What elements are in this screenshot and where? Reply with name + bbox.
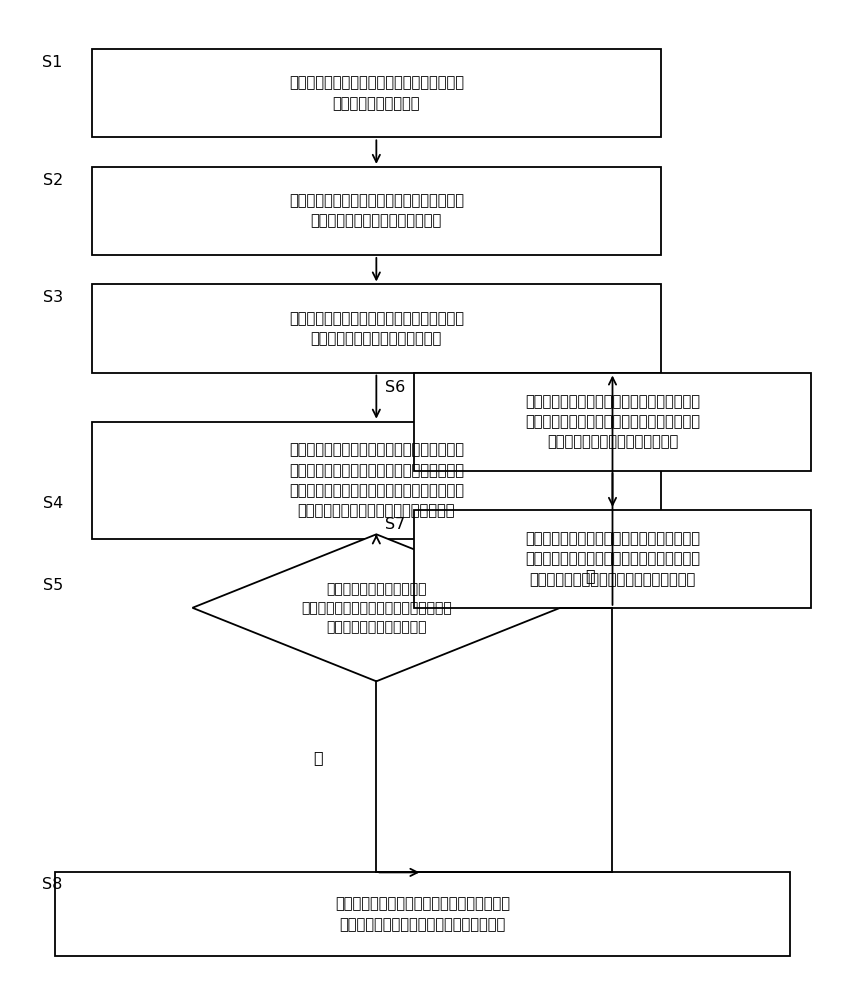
Bar — [413, 373, 810, 471]
Bar — [413, 510, 810, 608]
Text: 电动应援车根据微网控制中心的能量调度信息
进行路劲规划，并控制电动应援车的移动，使
其到达指定地点并进行行驶记录。: 电动应援车根据微网控制中心的能量调度信息 进行路劲规划，并控制电动应援车的移动，… — [524, 394, 699, 450]
Polygon shape — [193, 534, 560, 681]
Text: 是: 是 — [584, 568, 594, 583]
Text: 微网控制中心根据天气预报信息，预测微电网
内新能源电源发电时段以及发电率: 微网控制中心根据天气预报信息，预测微电网 内新能源电源发电时段以及发电率 — [289, 311, 463, 346]
Bar — [92, 422, 659, 539]
Text: S2: S2 — [43, 173, 63, 188]
Bar — [92, 167, 659, 255]
Bar — [55, 872, 789, 956]
Text: 微网控制中心根据电动汽车聚合的电量需求以
及预测的发电量调整电价信息，同时广播给智
能终端，智能终端以用户的效用函数最大为目
标决定电动汽车每个时间段的充放电行: 微网控制中心根据电动汽车聚合的电量需求以 及预测的发电量调整电价信息，同时广播给… — [289, 442, 463, 518]
Text: 实时运行中的智能终端通过双向充放电装置自
动控制电动汽车充放电，并支付充电费用。: 实时运行中的智能终端通过双向充放电装置自 动控制电动汽车充放电，并支付充电费用。 — [335, 896, 509, 932]
Text: S8: S8 — [43, 877, 63, 892]
Bar — [92, 284, 659, 373]
Text: S3: S3 — [43, 290, 63, 305]
Bar — [92, 49, 659, 137]
Text: S7: S7 — [385, 517, 406, 532]
Text: 否: 否 — [313, 750, 322, 765]
Text: 微网控制中心根据电动汽车
电量需求以及电动应援车的荷电状态决定
是否进行电动应援车的调度: 微网控制中心根据电动汽车 电量需求以及电动应援车的荷电状态决定 是否进行电动应援… — [301, 582, 452, 634]
Text: S4: S4 — [43, 496, 63, 511]
Text: 电动汽车用户通过智能终端上报电动汽车次日
联网时段以及需求电量: 电动汽车用户通过智能终端上报电动汽车次日 联网时段以及需求电量 — [289, 76, 463, 111]
Text: 电动应援车根据微网控制中心的能量调度信息
进行充放电，实现在电量紧急时刻将电量输送
给微电网，在电量盈余时刻进行充电储能。: 电动应援车根据微网控制中心的能量调度信息 进行充放电，实现在电量紧急时刻将电量输… — [524, 531, 699, 587]
Text: S5: S5 — [43, 578, 63, 593]
Text: S6: S6 — [385, 380, 406, 395]
Text: 智能终端将车主上报的电动汽车次日联网时段
以及需求电量上报给微网控制中心: 智能终端将车主上报的电动汽车次日联网时段 以及需求电量上报给微网控制中心 — [289, 193, 463, 229]
Text: S1: S1 — [43, 55, 63, 70]
